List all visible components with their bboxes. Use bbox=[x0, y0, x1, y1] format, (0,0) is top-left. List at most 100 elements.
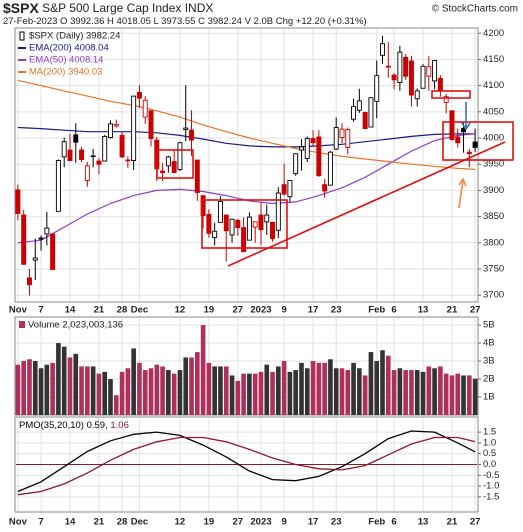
legend-text: PMO(35,20,10) bbox=[19, 420, 84, 431]
x-tick-label: 12 bbox=[175, 517, 186, 528]
volume-bar bbox=[357, 368, 362, 415]
candle-body bbox=[50, 233, 56, 270]
volume-bar bbox=[102, 371, 108, 415]
x-tick-label: Nov bbox=[9, 305, 28, 316]
volume-bar bbox=[472, 378, 478, 415]
volume-bar bbox=[374, 361, 380, 415]
y-tick-label: 3800 bbox=[483, 237, 504, 248]
x-tick-label: 7 bbox=[38, 517, 43, 528]
candle-body bbox=[258, 214, 264, 231]
candle-body bbox=[55, 160, 61, 212]
y-tick-label: 4150 bbox=[483, 54, 504, 65]
candle-body bbox=[148, 110, 154, 139]
y-tick-label: 4200 bbox=[483, 28, 504, 39]
volume-bar bbox=[310, 361, 316, 415]
line bbox=[17, 133, 476, 244]
candle-body bbox=[32, 257, 38, 261]
volume-bar bbox=[212, 366, 217, 415]
volume-bar bbox=[461, 375, 466, 415]
volume-bar bbox=[131, 348, 136, 415]
x-tick-label: 23 bbox=[331, 305, 342, 316]
volume-bar bbox=[229, 375, 235, 415]
x-tick-label: 21 bbox=[94, 517, 105, 528]
x-tick-label: 7 bbox=[38, 305, 43, 316]
volume-bar bbox=[258, 371, 264, 415]
candle-body bbox=[426, 66, 432, 77]
x-tick-label: 6 bbox=[391, 305, 396, 316]
volume-bar bbox=[426, 366, 432, 415]
candle-body bbox=[380, 43, 385, 56]
volume-bar bbox=[61, 346, 67, 415]
candle-body bbox=[79, 149, 85, 160]
volume-bar bbox=[385, 355, 391, 415]
volume-bar bbox=[351, 362, 356, 415]
y-tick-label: 3850 bbox=[483, 211, 504, 222]
volume-bar bbox=[235, 380, 241, 415]
volume-bar bbox=[380, 350, 385, 415]
volume-bar bbox=[420, 371, 426, 415]
volume-bar bbox=[50, 362, 55, 415]
candle-body bbox=[212, 230, 218, 239]
highlight-box bbox=[442, 121, 514, 161]
x-tick-label: 21 bbox=[447, 305, 458, 316]
candle-body bbox=[472, 141, 478, 148]
volume-bar bbox=[316, 362, 322, 415]
volume-bar bbox=[322, 362, 327, 415]
change: Chg +12.20 (+0.31%) bbox=[276, 16, 367, 27]
volume-bar bbox=[368, 352, 374, 415]
candle-body bbox=[351, 106, 357, 120]
volume-bar bbox=[252, 373, 258, 415]
volume-bar bbox=[160, 366, 165, 415]
arrow bbox=[458, 179, 464, 209]
candle-body bbox=[356, 100, 362, 111]
candle-body bbox=[449, 110, 455, 141]
x-tick-label: 2023 bbox=[250, 517, 271, 528]
candle-body bbox=[96, 160, 102, 165]
x-tick-label: 21 bbox=[94, 305, 105, 316]
candle-body bbox=[299, 146, 304, 151]
legend-text: 1.06 bbox=[110, 420, 129, 431]
candle-body bbox=[374, 75, 380, 102]
arrow-head bbox=[458, 177, 467, 187]
candle-body bbox=[90, 155, 96, 158]
y-tick-label: 4B bbox=[483, 338, 495, 349]
candle-body bbox=[443, 96, 449, 103]
candle-body bbox=[108, 123, 113, 138]
candle-body bbox=[287, 180, 293, 198]
y-tick-label: -1.5 bbox=[483, 491, 499, 502]
volume-bar bbox=[443, 373, 449, 415]
y-tick-label: 1.5 bbox=[483, 427, 496, 438]
candle-body bbox=[142, 99, 148, 118]
quote: O 3992.36 H 4018.05 L 3973.55 C 3982.24 … bbox=[60, 16, 273, 27]
x-tick-label: Nov bbox=[9, 517, 28, 528]
volume-bar bbox=[345, 370, 351, 415]
candle-body bbox=[229, 218, 235, 236]
candle-body bbox=[84, 165, 90, 181]
line bbox=[17, 430, 476, 493]
volume-bar bbox=[362, 375, 368, 415]
volume-bar bbox=[455, 373, 461, 415]
volume-bar bbox=[397, 368, 403, 415]
candle-body bbox=[235, 219, 241, 229]
x-tick-label: 14 bbox=[65, 305, 76, 316]
candle-body bbox=[200, 195, 206, 217]
volume-bar bbox=[142, 370, 148, 415]
candle-body bbox=[310, 138, 316, 144]
candle-body bbox=[432, 60, 438, 82]
candle-body bbox=[223, 214, 229, 232]
volume-bar bbox=[264, 364, 270, 415]
candle-body bbox=[165, 156, 171, 167]
y-tick-label: 4050 bbox=[483, 106, 504, 117]
volume-bar bbox=[125, 368, 131, 415]
x-tick-label: 23 bbox=[331, 517, 342, 528]
x-tick-label: 9 bbox=[281, 305, 286, 316]
candle-body bbox=[102, 135, 108, 162]
legend-swatch bbox=[19, 31, 25, 41]
candle-body bbox=[171, 161, 177, 174]
x-tick-label: 17 bbox=[308, 517, 319, 528]
legend-entry: $SPX (Daily) 3982.24 bbox=[29, 31, 120, 42]
volume-bar bbox=[328, 359, 333, 415]
candle-body bbox=[466, 151, 472, 155]
legend-entry: EMA(50) 4008.14 bbox=[29, 55, 103, 66]
volume-bar bbox=[333, 368, 339, 415]
